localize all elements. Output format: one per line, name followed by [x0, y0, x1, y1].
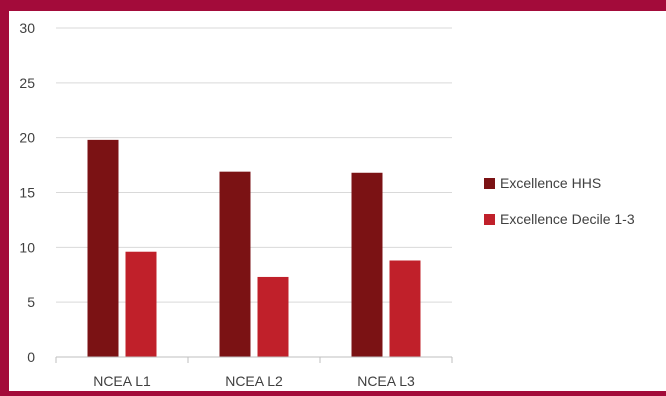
x-tick-label: NCEA L3 [357, 373, 415, 389]
bar-excellence-decile-1-3-3 [389, 260, 421, 357]
y-tick-label: 5 [27, 294, 35, 310]
y-tick-label: 0 [27, 349, 35, 365]
bars [87, 139, 421, 357]
y-tick-label: 30 [19, 20, 35, 36]
bar-chart: 0 5 10 15 20 25 30 NCEA L1 NCEA L2 NCEA L3 Excel… [19, 20, 635, 389]
bar-excellence-hhs-1 [87, 139, 119, 357]
bar-excellence-hhs-3 [351, 172, 383, 357]
x-tick-label: NCEA L2 [225, 373, 283, 389]
legend-label: Excellence Decile 1-3 [500, 211, 635, 227]
gridlines [56, 27, 452, 303]
legend-swatch [484, 178, 495, 189]
y-tick-label: 20 [19, 130, 35, 146]
y-tick-label: 25 [19, 75, 35, 91]
x-axis [55, 356, 453, 363]
y-axis-ticks: 0 5 10 15 20 25 30 [19, 20, 35, 365]
bar-excellence-hhs-2 [219, 171, 251, 357]
bar-excellence-decile-1-3-1 [125, 251, 157, 357]
x-tick-label: NCEA L1 [93, 373, 151, 389]
legend-label: Excellence HHS [500, 175, 601, 191]
y-tick-label: 10 [19, 239, 35, 255]
chart-panel: 0 5 10 15 20 25 30 NCEA L1 NCEA L2 NCEA L3 Excel… [9, 11, 666, 391]
bar-excellence-decile-1-3-2 [257, 276, 289, 357]
x-axis-ticks: NCEA L1 NCEA L2 NCEA L3 [93, 373, 415, 389]
y-tick-label: 15 [19, 185, 35, 201]
legend: Excellence HHS Excellence Decile 1-3 [484, 175, 635, 227]
legend-swatch [484, 214, 495, 225]
